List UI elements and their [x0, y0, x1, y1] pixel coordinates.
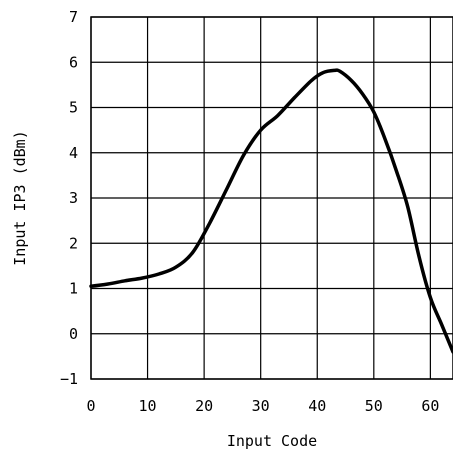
y-axis-label: Input IP3 (dBm): [11, 130, 29, 265]
x-tick-label: 40: [308, 397, 326, 415]
grid: [90, 16, 453, 380]
x-tick-label: 30: [252, 397, 270, 415]
y-tick-label: 5: [69, 99, 78, 117]
x-tick-labels: 0 10 20 30 40 50 60: [86, 397, 439, 415]
x-tick-label: 60: [421, 397, 439, 415]
x-axis-label: Input Code: [227, 432, 317, 450]
y-tick-label: 0: [69, 325, 78, 343]
x-tick-label: 50: [365, 397, 383, 415]
y-tick-label: 4: [69, 144, 78, 162]
x-tick-label: 0: [86, 397, 95, 415]
y-tick-label: 3: [69, 189, 78, 207]
plot-frame: [90, 16, 453, 380]
x-tick-label: 10: [139, 397, 157, 415]
y-tick-label: 6: [69, 53, 78, 71]
y-tick-label: 7: [69, 8, 78, 26]
series-line: [89, 68, 453, 354]
x-tick-label: 20: [195, 397, 213, 415]
y-tick-label: −1: [60, 370, 78, 388]
y-tick-label: 2: [69, 234, 78, 252]
y-tick-labels: −1 0 1 2 3 4 5 6 7: [60, 8, 78, 388]
y-tick-label: 1: [69, 280, 78, 298]
